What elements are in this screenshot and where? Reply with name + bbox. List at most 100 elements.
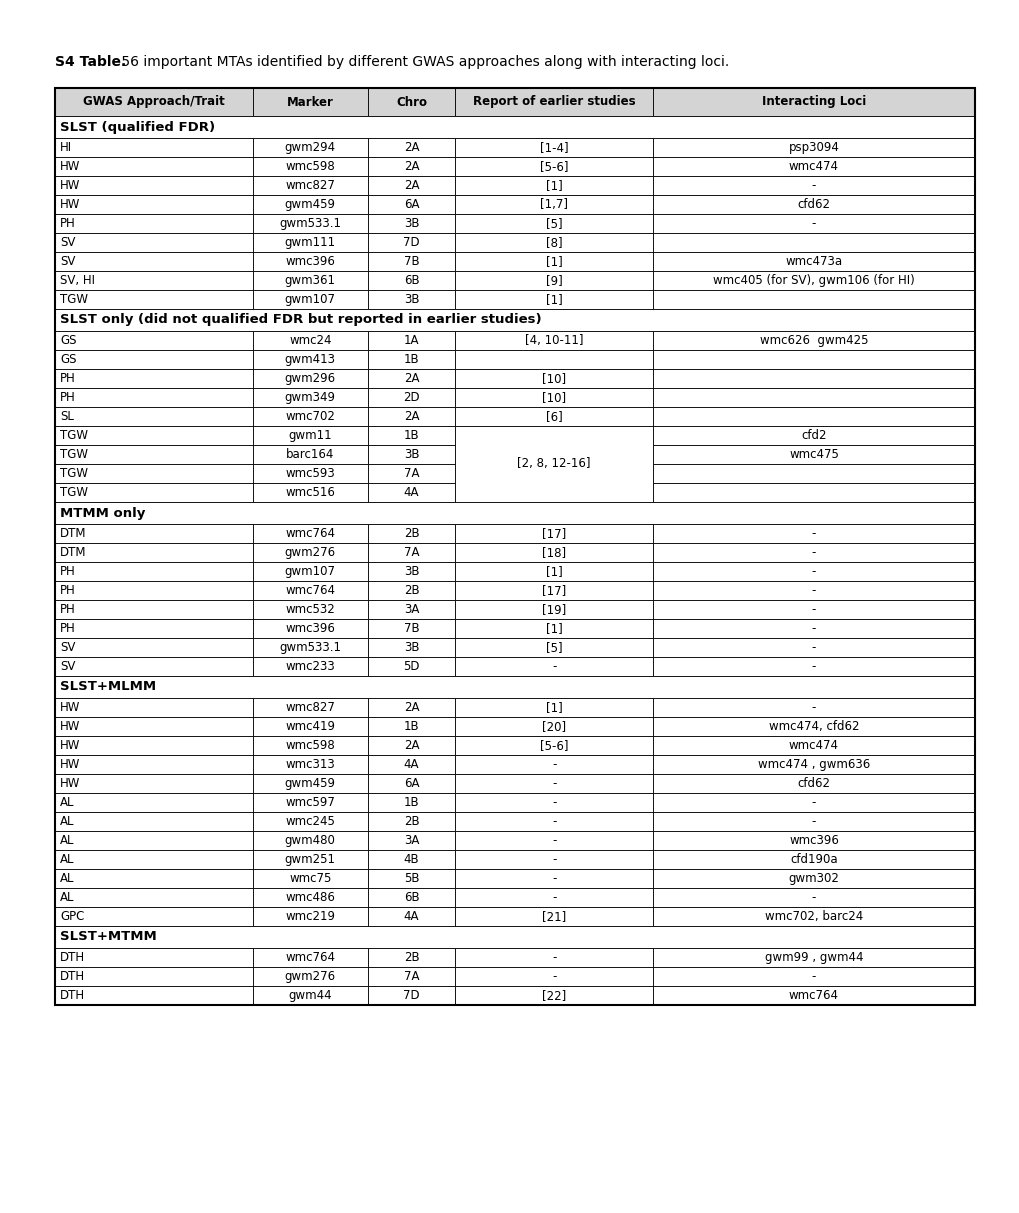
Text: 4A: 4A [404, 486, 419, 499]
Text: -: - [811, 970, 815, 983]
Bar [454, 270, 652, 290]
Text: 7A: 7A [404, 467, 419, 480]
Bar [253, 697, 368, 717]
Bar [55, 465, 253, 483]
Text: [18]: [18] [541, 546, 566, 559]
Text: 7D: 7D [403, 237, 420, 249]
Text: [10]: [10] [541, 372, 566, 385]
Text: -: - [811, 546, 815, 559]
Bar [652, 176, 974, 195]
Text: [5-6]: [5-6] [539, 160, 568, 173]
Text: [1]: [1] [545, 255, 561, 268]
Bar [368, 388, 454, 408]
Text: wmc827: wmc827 [285, 180, 335, 192]
Bar [368, 270, 454, 290]
Bar [253, 408, 368, 426]
Text: -: - [551, 853, 555, 866]
Text: wmc593: wmc593 [285, 467, 335, 480]
Text: 2A: 2A [404, 701, 419, 714]
Text: wmc764: wmc764 [789, 989, 839, 1002]
Bar [55, 811, 253, 831]
Text: cfd190a: cfd190a [790, 853, 837, 866]
Text: DTM: DTM [60, 526, 87, 540]
Text: -: - [811, 217, 815, 230]
Bar [55, 156, 253, 176]
Text: wmc474: wmc474 [789, 160, 839, 173]
Text: gwm296: gwm296 [284, 372, 335, 385]
Bar [55, 676, 974, 697]
Text: -: - [811, 892, 815, 904]
Bar [454, 369, 652, 388]
Bar [55, 524, 253, 543]
Text: HW: HW [60, 180, 81, 192]
Text: 2A: 2A [404, 141, 419, 154]
Bar [368, 638, 454, 657]
Bar [652, 524, 974, 543]
Bar [368, 949, 454, 967]
Bar [55, 619, 253, 638]
Bar [454, 524, 652, 543]
Text: wmc532: wmc532 [285, 603, 335, 616]
Text: 7A: 7A [404, 546, 419, 559]
Text: AL: AL [60, 853, 74, 866]
Bar [253, 524, 368, 543]
Text: gwm44: gwm44 [288, 989, 332, 1002]
Text: 1B: 1B [404, 796, 419, 809]
Bar [652, 850, 974, 869]
Bar [55, 213, 253, 233]
Text: 3B: 3B [404, 448, 419, 461]
Bar [368, 754, 454, 774]
Bar [253, 907, 368, 926]
Bar [253, 793, 368, 811]
Text: wmc396: wmc396 [285, 622, 335, 634]
Text: -: - [811, 701, 815, 714]
Text: wmc75: wmc75 [288, 872, 331, 885]
Text: PH: PH [60, 565, 75, 579]
Text: TGW: TGW [60, 429, 88, 442]
Bar [652, 657, 974, 676]
Bar [253, 89, 368, 116]
Text: [1]: [1] [545, 180, 561, 192]
Text: [1]: [1] [545, 701, 561, 714]
Bar [454, 754, 652, 774]
Text: 7B: 7B [404, 255, 419, 268]
Bar [253, 562, 368, 581]
Text: PH: PH [60, 372, 75, 385]
Bar [253, 543, 368, 562]
Bar [652, 351, 974, 369]
Bar [652, 717, 974, 736]
Bar [55, 270, 253, 290]
Bar [454, 888, 652, 907]
Bar [253, 949, 368, 967]
Bar [652, 445, 974, 465]
Text: 56 important MTAs identified by different GWAS approaches along with interacting: 56 important MTAs identified by differen… [117, 55, 729, 69]
Text: -: - [811, 180, 815, 192]
Text: PH: PH [60, 603, 75, 616]
Text: 5B: 5B [404, 872, 419, 885]
Text: gwm111: gwm111 [284, 237, 335, 249]
Text: -: - [811, 526, 815, 540]
Bar [454, 967, 652, 986]
Text: 3B: 3B [404, 640, 419, 654]
Bar [652, 369, 974, 388]
Bar [55, 697, 253, 717]
Bar [253, 351, 368, 369]
Text: -: - [811, 622, 815, 634]
Bar [454, 388, 652, 408]
Text: -: - [551, 815, 555, 828]
Text: SLST+MTMM: SLST+MTMM [60, 930, 157, 944]
Bar [652, 638, 974, 657]
Bar [652, 986, 974, 1006]
Bar [253, 850, 368, 869]
Bar [454, 850, 652, 869]
Bar [253, 252, 368, 270]
Text: [4, 10-11]: [4, 10-11] [525, 334, 583, 347]
Text: wmc702: wmc702 [285, 410, 335, 423]
Bar [652, 213, 974, 233]
Text: 7B: 7B [404, 622, 419, 634]
Bar [368, 600, 454, 619]
Bar [652, 888, 974, 907]
Bar [368, 524, 454, 543]
Bar [454, 233, 652, 252]
Text: 2B: 2B [404, 526, 419, 540]
